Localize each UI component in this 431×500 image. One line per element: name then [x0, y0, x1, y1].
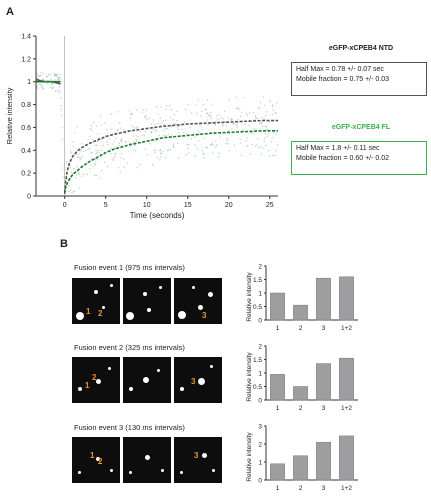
- x-tick-label: 10: [143, 202, 151, 209]
- bar-category-label: 1+2: [341, 325, 352, 332]
- event-3-frame-3: 3: [174, 437, 222, 483]
- y-tick-label: 0.8: [21, 102, 31, 109]
- bar: [270, 374, 285, 401]
- event-3-frame-1: 1 2: [72, 437, 120, 483]
- y-axis-label: Relative intensity: [5, 87, 14, 144]
- series-line-recovery: [63, 130, 278, 194]
- bar-category-label: 1: [276, 325, 280, 332]
- bar-y-tick-label: 1: [258, 371, 262, 378]
- y-tick-label: 0.2: [21, 171, 31, 178]
- bar-y-tick-label: 1: [258, 291, 262, 298]
- bar-category-label: 2: [299, 325, 303, 332]
- bar: [316, 363, 331, 401]
- bar: [270, 292, 285, 321]
- event-3-bar-chart: 0 1 2 3 Relative intensity 1 2 3 1+2: [246, 424, 358, 492]
- fl-half-max: Half Max = 1.8 +/- 0.11 sec: [296, 145, 380, 152]
- bar-category-label: 3: [322, 325, 326, 332]
- x-tick-label: 25: [266, 202, 274, 209]
- event-3-title: Fusion event 3 (130 ms intervals): [74, 423, 185, 432]
- x-tick-label: 20: [225, 202, 233, 209]
- event-2-title: Fusion event 2 (325 ms intervals): [74, 343, 185, 352]
- bar: [316, 441, 331, 481]
- bar: [339, 435, 354, 481]
- y-tick-label: 1.4: [21, 34, 31, 41]
- y-tick-label: 0.6: [21, 125, 31, 132]
- bar-y-tick-label: 2: [258, 344, 262, 351]
- event-2-frame-2: [123, 357, 171, 403]
- bar-category-label: 2: [299, 485, 303, 492]
- event-1-title: Fusion event 1 (975 ms intervals): [74, 263, 185, 272]
- bar-y-tick-label: 0: [258, 478, 262, 485]
- bar-category-label: 3: [322, 405, 326, 412]
- bar-y-tick-label: 0.5: [253, 304, 262, 311]
- bar-y-tick-label: 2: [258, 264, 262, 271]
- bar-y-tick-label: 1: [258, 460, 262, 467]
- x-tick-label: 5: [104, 202, 108, 209]
- bar-y-tick-label: 0: [258, 318, 262, 325]
- bar-y-axis-label: Relative intensity: [246, 272, 253, 322]
- y-tick-label: 0.4: [21, 148, 31, 155]
- ntd-legend-title: eGFP-xCPEB4 NTD: [328, 45, 394, 52]
- event-2-bar-chart: 0 0.5 1 1.5 2 Relative intensity 1 2 3 1+2: [246, 344, 358, 412]
- fl-mobile-fraction: Mobile fraction = 0.60 +/- 0.02: [296, 155, 389, 162]
- x-tick-label: 15: [184, 202, 192, 209]
- event-1-frame-3: 3: [174, 278, 222, 324]
- bar: [293, 455, 308, 481]
- event-1-frame-1: 1 2: [72, 278, 120, 324]
- event-3-frame-2: [123, 437, 171, 483]
- event-2-frame-1: 2 1: [72, 357, 120, 403]
- bar-category-label: 1: [276, 485, 280, 492]
- frap-recovery-chart: 0 0.2 0.4 0.6 0.8 1 1.2 1.4 0 5 10 15 20 25 Time (seco…: [5, 34, 279, 220]
- fl-stats-box: Half Max = 1.8 +/- 0.11 sec Mobile fract…: [291, 141, 427, 175]
- y-tick-label: 1.2: [21, 56, 31, 63]
- bar: [270, 463, 285, 481]
- x-tick-label: 0: [63, 202, 67, 209]
- bar-y-tick-label: 1.5: [253, 277, 262, 284]
- bar-y-tick-label: 0.5: [253, 384, 262, 391]
- bar: [316, 277, 331, 321]
- bar: [339, 357, 354, 401]
- ntd-mobile-fraction: Mobile fraction = 0.75 +/- 0.03: [296, 76, 389, 83]
- bar-category-label: 1+2: [341, 405, 352, 412]
- event-1-bar-chart: 0 0.5 1 1.5 2 Relative intensity 1 2 3 1+2: [246, 264, 358, 332]
- bar: [293, 386, 308, 401]
- bar: [293, 304, 308, 321]
- panel-a-letter: A: [6, 6, 14, 18]
- bar-y-axis-label: Relative intensity: [246, 352, 253, 402]
- event-1-frame-2: [123, 278, 171, 324]
- ntd-stats-box: Half Max = 0.78 +/- 0.07 sec Mobile frac…: [291, 62, 427, 96]
- bar-y-tick-label: 0: [258, 398, 262, 405]
- bar-y-tick-label: 2: [258, 442, 262, 449]
- y-tick-label: 1: [27, 79, 31, 86]
- event-2-frame-3: 3: [174, 357, 222, 403]
- panel-b-letter: B: [60, 238, 68, 250]
- x-axis-label: Time (seconds): [130, 211, 185, 220]
- bar-category-label: 1: [276, 405, 280, 412]
- y-tick-label: 0: [27, 194, 31, 201]
- bar-category-label: 1+2: [341, 485, 352, 492]
- bar-y-tick-label: 3: [258, 424, 262, 431]
- bar: [339, 276, 354, 321]
- fl-legend-title: eGFP-xCPEB4 FL: [331, 124, 391, 131]
- bar-category-label: 2: [299, 405, 303, 412]
- ntd-half-max: Half Max = 0.78 +/- 0.07 sec: [296, 66, 384, 73]
- bar-y-axis-label: Relative intensity: [246, 432, 253, 482]
- raw-trace-cloud: [36, 71, 279, 197]
- bar-y-tick-label: 1.5: [253, 357, 262, 364]
- bar-category-label: 3: [322, 485, 326, 492]
